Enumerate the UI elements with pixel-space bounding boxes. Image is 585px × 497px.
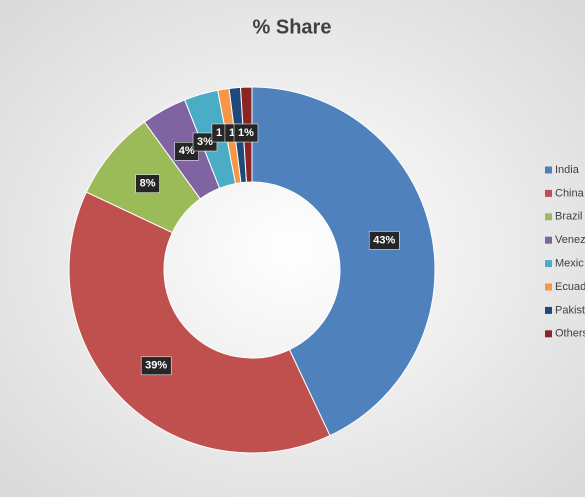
donut-slice (68, 191, 331, 454)
legend-swatch (545, 166, 552, 174)
legend-label: India (555, 164, 580, 176)
legend-swatch (545, 330, 552, 338)
legend-label: Brazil (555, 211, 583, 223)
data-label-text: 1 (216, 127, 222, 139)
data-label: 1 (211, 123, 227, 143)
legend-swatch (545, 283, 552, 291)
data-label: 43% (368, 231, 400, 250)
data-label-text: 3% (197, 136, 213, 148)
legend-label: Mexic (555, 258, 584, 270)
legend-swatch (545, 260, 552, 268)
data-label-text: 1 (229, 127, 235, 139)
legend-swatch (545, 213, 552, 221)
data-label-text: 43% (373, 234, 395, 246)
donut-slice (251, 86, 436, 437)
data-label-text: 1% (238, 127, 254, 139)
data-label: 1% (233, 123, 259, 143)
data-label-box (135, 174, 160, 193)
data-label-box (174, 142, 199, 161)
data-label-text: 39% (145, 360, 167, 372)
data-label-box (140, 356, 172, 376)
data-label: 8% (135, 174, 160, 193)
legend-label: Ecuad (555, 281, 585, 293)
data-label: 3% (192, 132, 218, 152)
legend-swatch (545, 236, 552, 244)
legend-label: Others (555, 328, 585, 340)
data-label: 4% (174, 142, 199, 161)
legend-label: Venez (555, 234, 585, 246)
data-label-text: 4% (179, 145, 195, 157)
chart-title: % Share (253, 16, 332, 38)
legend-label: Pakist (555, 304, 585, 316)
data-label-text: 8% (140, 178, 156, 190)
data-label-box (233, 123, 259, 143)
legend-swatch (545, 189, 552, 197)
data-label-box (368, 231, 400, 250)
data-label: 39% (140, 356, 172, 376)
legend-label: China (555, 187, 585, 199)
legend-swatch (545, 306, 552, 314)
